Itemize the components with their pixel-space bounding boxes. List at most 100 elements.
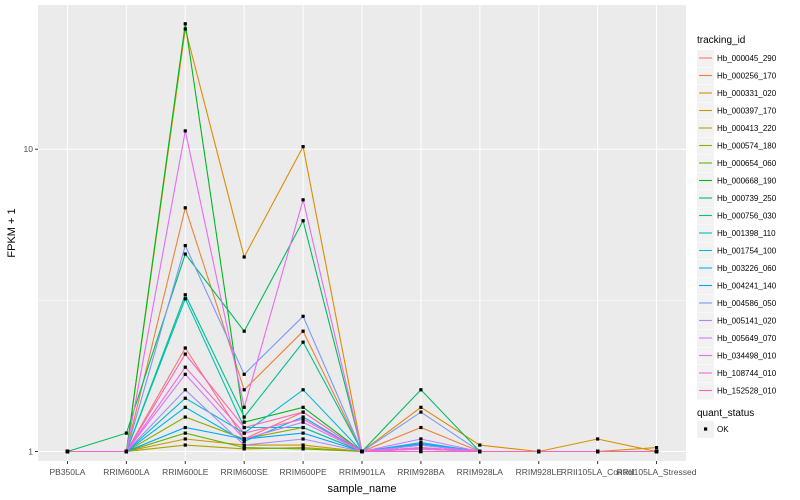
data-point — [301, 405, 305, 409]
data-point — [124, 449, 128, 454]
data-point — [183, 27, 187, 31]
data-point — [301, 198, 305, 202]
data-point — [419, 405, 423, 409]
x-tick-label: RRIM600SE — [221, 467, 269, 477]
data-point — [478, 449, 482, 454]
data-point — [301, 388, 305, 392]
data-point — [301, 145, 305, 149]
y-axis-ticks: 1 10 — [24, 144, 38, 456]
data-point — [301, 410, 305, 414]
data-point — [301, 340, 305, 344]
x-tick-label: RRIM901LA — [339, 467, 386, 477]
data-point — [183, 443, 187, 447]
x-tick-label: RRIM928LE — [516, 467, 563, 477]
data-point — [419, 443, 423, 447]
data-point — [537, 449, 541, 454]
legend: tracking_id quant_status Hb_000045_290 Hb… — [697, 35, 777, 438]
data-point — [242, 405, 246, 409]
legend-entry-label: Hb_005649_070 — [717, 334, 777, 343]
legend-entry-label: Hb_000668_190 — [717, 177, 777, 186]
data-point — [124, 431, 128, 435]
y-tick-label: 1 — [28, 446, 33, 456]
data-point — [419, 410, 423, 414]
data-point — [183, 388, 187, 392]
data-point — [183, 405, 187, 409]
legend-entry-label: Hb_152528_010 — [717, 387, 777, 396]
legend-entry-label: Hb_001398_110 — [717, 229, 776, 238]
data-point — [596, 437, 600, 441]
legend-entry-label: Hb_000756_030 — [717, 212, 777, 221]
legend-entry-label: Hb_000331_020 — [717, 89, 777, 98]
x-tick-label: RRIM928BA — [397, 467, 445, 477]
legend-entry-label: Hb_000413_220 — [717, 124, 777, 133]
data-point — [183, 293, 187, 297]
data-point — [419, 388, 423, 392]
data-point — [419, 425, 423, 430]
data-point — [242, 420, 246, 424]
x-tick-label: RRIM600PE — [279, 467, 327, 477]
legend-entry-label: Hb_004586_050 — [717, 299, 777, 308]
data-point — [183, 396, 187, 400]
data-point — [654, 449, 659, 454]
legend-entry-label: Hb_034498_010 — [717, 352, 777, 361]
legend-entry-label: Hb_004241_140 — [717, 282, 777, 291]
data-point — [183, 431, 187, 435]
data-point — [242, 445, 246, 450]
x-axis-ticks: PB350LA RRIM600LA RRIM600LE RRIM600SE RRIM60… — [49, 461, 697, 477]
data-point — [183, 352, 187, 356]
data-point — [301, 447, 305, 451]
data-point — [242, 425, 246, 430]
data-point — [301, 329, 305, 333]
legend-entry-label: Hb_005141_020 — [717, 317, 777, 326]
legend-entry-label: Hb_001754_100 — [717, 247, 777, 256]
data-point — [183, 415, 187, 419]
data-point — [183, 425, 187, 430]
data-point — [242, 372, 246, 376]
shape-legend-label: OK — [717, 425, 729, 434]
data-point — [301, 443, 305, 447]
shape-legend-title: quant_status — [697, 408, 754, 419]
data-point — [183, 22, 187, 26]
x-tick-label: RRIM600LE — [162, 467, 209, 477]
data-point — [183, 129, 187, 133]
data-point — [183, 252, 187, 256]
data-point — [242, 443, 246, 447]
data-point — [242, 388, 246, 392]
legend-entry-label: Hb_000574_180 — [717, 142, 777, 151]
data-point — [419, 437, 423, 441]
data-point — [65, 449, 70, 454]
x-axis-title: sample_name — [327, 483, 396, 495]
data-point — [654, 445, 659, 450]
data-point — [242, 439, 246, 443]
data-point — [183, 372, 187, 376]
legend-entry-label: Hb_000654_060 — [717, 159, 777, 168]
y-tick-label: 10 — [24, 144, 34, 154]
x-tick-label: RRIM928LA — [457, 467, 504, 477]
x-tick-label: RRII105LA_Control — [561, 467, 635, 477]
data-point — [183, 365, 187, 369]
data-point — [360, 449, 364, 454]
data-point — [419, 449, 423, 454]
x-tick-label: RRII105LA_Stressed — [617, 467, 697, 477]
legend-entry-label: Hb_000397_170 — [717, 107, 777, 116]
data-point — [419, 445, 423, 450]
x-tick-label: PB350LA — [49, 467, 85, 477]
legend-title: tracking_id — [697, 35, 745, 46]
data-point — [183, 437, 187, 441]
x-tick-label: RRIM600LA — [103, 467, 150, 477]
data-point — [242, 415, 246, 419]
data-point — [301, 431, 305, 435]
data-point — [301, 219, 305, 223]
data-point — [242, 437, 246, 441]
shape-legend-square — [704, 427, 708, 431]
data-point — [596, 449, 600, 454]
legend-entry-label: Hb_108744_010 — [717, 369, 777, 378]
data-point — [301, 425, 305, 430]
legend-entry-label: Hb_000045_290 — [717, 54, 777, 63]
data-point — [301, 437, 305, 441]
data-points — [65, 22, 659, 454]
data-point — [478, 443, 482, 447]
legend-entry-label: Hb_000256_170 — [717, 72, 777, 81]
legend-entry-label: Hb_003226_060 — [717, 264, 777, 273]
